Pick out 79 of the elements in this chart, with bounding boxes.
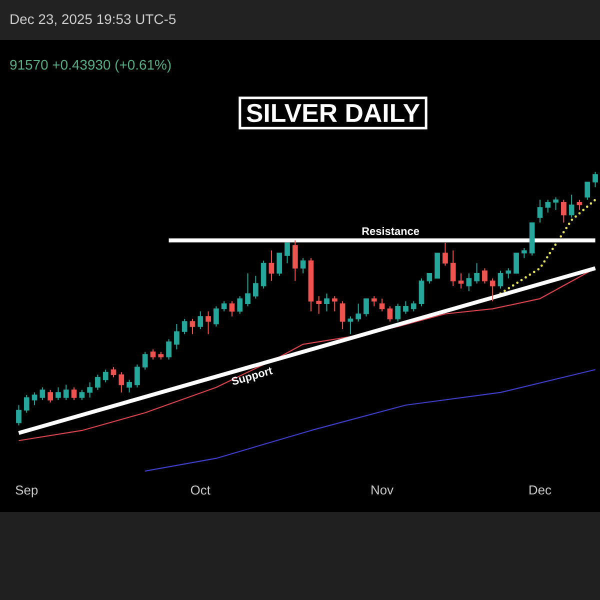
- candlestick: [545, 199, 551, 213]
- candlestick: [576, 199, 582, 210]
- x-tick-label: Oct: [190, 486, 210, 495]
- candlestick: [553, 196, 558, 210]
- candlestick: [16, 404, 22, 426]
- candlestick: [458, 272, 464, 290]
- candlestick: [56, 386, 61, 401]
- candlestick: [474, 262, 480, 284]
- candlestick: [498, 270, 504, 290]
- candlestick: [276, 252, 282, 276]
- text: Support: [232, 367, 273, 385]
- x-tick-label: Sep: [16, 486, 38, 498]
- candlestick: [324, 293, 330, 312]
- candlestick: [340, 300, 346, 330]
- candlestick: [32, 392, 38, 406]
- candlestick: [48, 389, 53, 404]
- candlestick: [371, 296, 377, 307]
- candlestick: [118, 372, 124, 393]
- candlestick: [268, 250, 274, 282]
- series-label: Resistance: [362, 226, 420, 236]
- candlestick: [95, 374, 100, 390]
- candlestick: [134, 364, 140, 388]
- candlestick: [79, 389, 85, 401]
- candlestick: [110, 366, 116, 378]
- candlestick: [198, 310, 204, 330]
- candlestick: [482, 268, 488, 284]
- candlestick: [584, 182, 590, 200]
- candlestick: [522, 247, 527, 259]
- candlestick: [537, 199, 543, 224]
- candlestick: [206, 310, 211, 335]
- candlestick: [221, 300, 227, 312]
- candlestick: [332, 296, 338, 312]
- candlestick: [102, 369, 108, 383]
- candlestick: [356, 303, 362, 322]
- x-tick-label: Dec: [530, 486, 552, 495]
- candlestick: [410, 300, 416, 312]
- candlestick: [87, 382, 92, 398]
- candlestick: [245, 272, 250, 307]
- candlestick: [592, 171, 598, 188]
- candlestick: [174, 324, 180, 350]
- candlestick: [142, 351, 148, 370]
- candlestick: [387, 306, 393, 322]
- candlestick: [229, 300, 235, 317]
- candlestick: [506, 268, 512, 279]
- candlestick: [450, 250, 456, 286]
- text: 91570 +0.43930 (+0.61%): [10, 59, 171, 72]
- candlestick: [237, 296, 243, 314]
- candlestick: [166, 338, 172, 360]
- candlestick: [395, 303, 400, 322]
- candlestick: [63, 384, 69, 401]
- candlestick: [300, 258, 306, 274]
- candlestick: [403, 300, 408, 314]
- candlestick: [490, 278, 496, 302]
- candlestick: [379, 298, 385, 312]
- candlestick: [442, 242, 448, 266]
- candlestick: [253, 275, 258, 300]
- text: Dec 23, 2025 19:53 UTC-5: [10, 14, 176, 26]
- candlestick: [364, 298, 369, 317]
- candlestick: [561, 199, 566, 224]
- candlestick: [24, 394, 30, 414]
- candlestick: [292, 240, 298, 282]
- candlestick: [260, 260, 266, 290]
- chart-title: SILVER DAILY: [246, 104, 420, 122]
- candlestick: [71, 386, 77, 401]
- candlestick: [514, 252, 519, 274]
- candlestick: [126, 379, 132, 393]
- candlestick: [182, 318, 188, 335]
- candlestick: [418, 278, 424, 307]
- x-tick-label: Nov: [372, 486, 394, 495]
- candlestick: [568, 194, 574, 218]
- candlestick: [284, 242, 290, 264]
- candlestick: [426, 272, 432, 284]
- candlestick: [214, 306, 219, 328]
- candlestick: [466, 272, 472, 292]
- candlestick: [316, 296, 322, 314]
- candlestick: [348, 316, 354, 335]
- candlestick: [190, 318, 196, 335]
- candlestick: [40, 386, 46, 401]
- candlestick: [150, 348, 156, 360]
